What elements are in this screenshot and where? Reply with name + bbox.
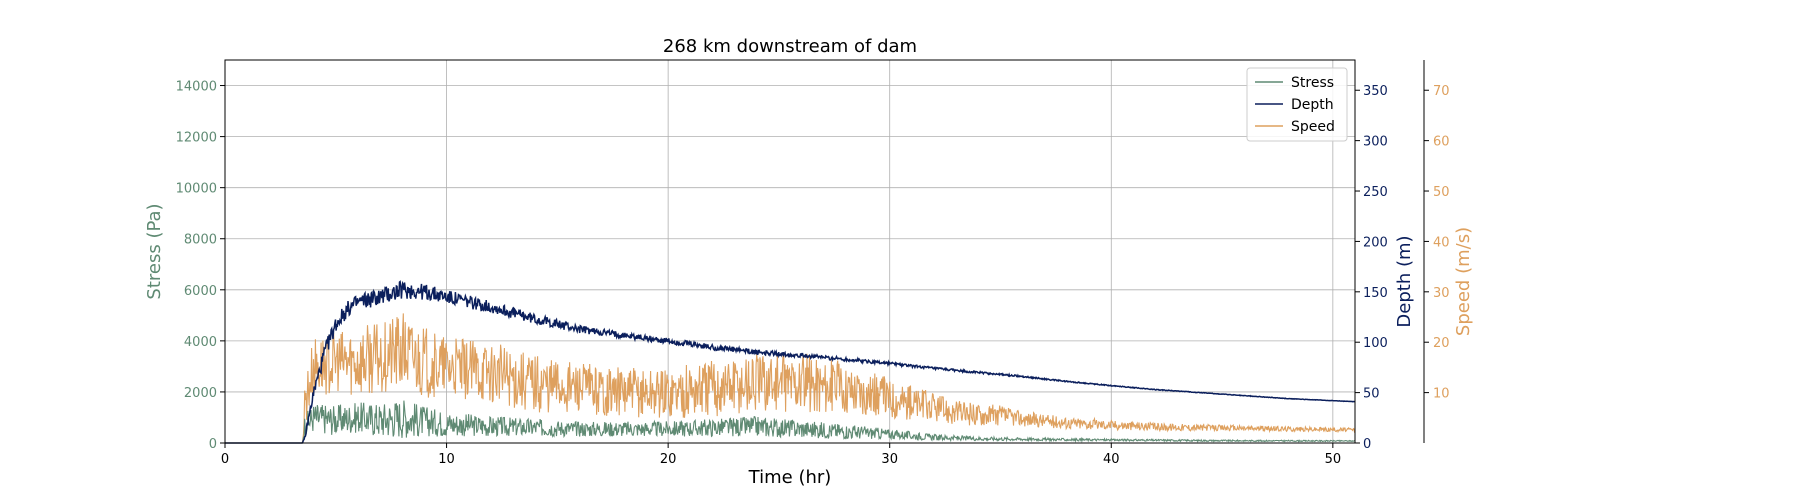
speed-tick-label: 60 [1433,135,1450,150]
speed-tick-label: 20 [1433,336,1450,351]
x-axis-title: Time (hr) [748,467,832,488]
chart-title: 268 km downstream of dam [663,36,917,57]
legend-box [1246,67,1348,142]
x-tick-label: 0 [221,452,229,467]
stress-tick-label: 14000 [176,80,217,95]
x-tick-label: 20 [660,452,677,467]
stress-tick-label: 0 [209,437,217,452]
depth-tick-label: 300 [1363,135,1388,150]
speed-axis-title: Speed (m/s) [1453,227,1474,336]
depth-tick-label: 50 [1363,387,1380,402]
series-line-depth [225,280,1356,444]
stress-tick-label: 4000 [184,335,217,350]
stress-tick-label: 12000 [176,131,217,146]
speed-tick-label: 70 [1433,84,1450,99]
depth-tick-label: 200 [1363,235,1388,250]
legend-label-depth: Depth [1291,97,1334,113]
legend: Stress Depth Speed [1246,67,1348,142]
depth-tick-label: 250 [1363,185,1388,200]
axes: 0 10 20 30 40 5002000400060008000100001200014… [176,59,1450,467]
grid [224,60,1355,444]
speed-tick-label: 30 [1433,286,1450,301]
speed-tick-label: 40 [1433,235,1450,250]
stress-tick-label: 8000 [184,233,217,248]
legend-label-stress: Stress [1291,75,1334,91]
depth-axis-title: Depth (m) [1394,235,1415,327]
stress-tick-label: 6000 [184,284,217,299]
speed-tick-label: 50 [1433,185,1450,200]
series-line-speed [225,313,1356,444]
stress-tick-label: 2000 [184,386,217,401]
series-line-stress [225,400,1356,444]
depth-tick-label: 0 [1363,437,1371,452]
stress-tick-label: 10000 [176,182,217,197]
legend-label-speed: Speed [1291,119,1335,135]
depth-tick-label: 100 [1363,336,1388,351]
stress-axis-title: Stress (Pa) [144,203,165,299]
x-tick-label: 10 [438,452,455,467]
series-lines [225,280,1356,444]
x-tick-label: 40 [1103,452,1120,467]
speed-tick-label: 10 [1433,387,1450,402]
depth-tick-label: 150 [1363,286,1388,301]
x-tick-label: 50 [1325,452,1342,467]
x-tick-label: 30 [881,452,898,467]
plot-frame [224,59,1356,444]
depth-tick-label: 350 [1363,84,1388,99]
